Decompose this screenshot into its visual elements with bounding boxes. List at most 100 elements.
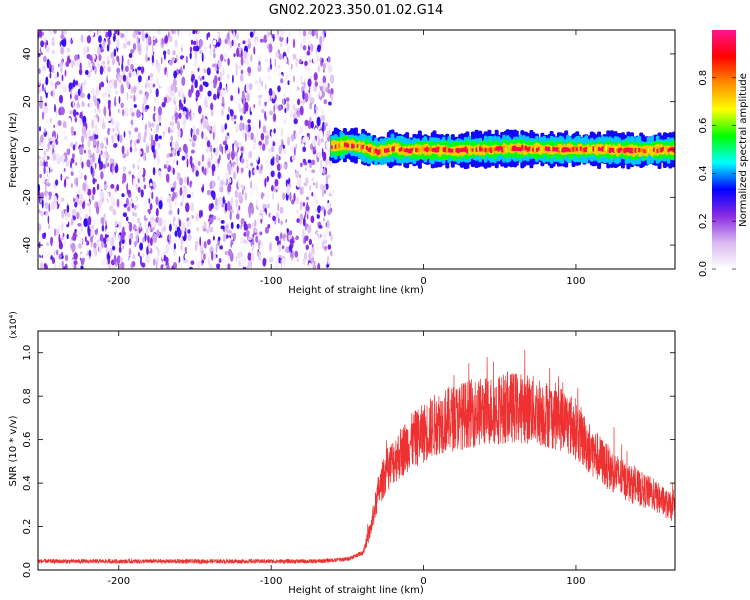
noise-cell	[277, 171, 281, 179]
noise-cell	[186, 234, 189, 243]
signal-cell	[449, 148, 453, 153]
noise-cell	[304, 235, 309, 242]
noise-cell	[61, 39, 63, 46]
noise-cell	[53, 195, 58, 205]
noise-cell	[219, 71, 223, 82]
noise-cell	[298, 58, 302, 64]
noise-cell	[131, 202, 134, 209]
colorbar: 0.00.20.40.60.8 Normalized spectral ampl…	[698, 30, 749, 277]
noise-cell	[301, 75, 305, 83]
noise-cell	[53, 249, 56, 256]
noise-cell	[116, 67, 121, 74]
noise-cell	[61, 74, 64, 82]
noise-cell	[117, 75, 123, 84]
noise-cell	[140, 66, 145, 75]
noise-cell	[113, 233, 116, 242]
noise-cell	[122, 154, 125, 159]
signal-cell	[588, 147, 592, 152]
noise-cell	[264, 177, 267, 188]
noise-cell	[66, 178, 69, 185]
noise-cell	[79, 118, 82, 125]
signal-cell	[338, 143, 341, 149]
noise-cell	[321, 115, 326, 122]
colorbar-tick-label: 0.0	[698, 261, 709, 277]
noise-cell	[54, 228, 56, 237]
noise-cell	[234, 189, 238, 198]
noise-cell	[299, 94, 302, 102]
signal-cell	[650, 147, 654, 152]
noise-cell	[316, 45, 321, 53]
noise-cell	[86, 130, 91, 138]
noise-cell	[329, 74, 335, 84]
noise-cell	[268, 88, 273, 97]
noise-cell	[127, 144, 130, 151]
noise-cell	[213, 66, 216, 72]
noise-cell	[252, 122, 255, 132]
noise-cell	[179, 177, 183, 186]
noise-cell	[43, 154, 48, 162]
noise-cell	[102, 147, 107, 153]
noise-cell	[136, 139, 140, 144]
noise-cell	[128, 53, 133, 59]
noise-cell	[63, 30, 67, 35]
noise-cell	[196, 40, 199, 46]
noise-cell	[302, 30, 307, 37]
noise-cell	[109, 164, 113, 173]
noise-cell	[128, 69, 132, 74]
noise-cell	[230, 95, 234, 102]
noise-cell	[195, 170, 199, 177]
noise-cell	[187, 220, 192, 227]
noise-cell	[85, 195, 90, 204]
y-tick-label: 0.0	[22, 562, 33, 578]
noise-cell	[314, 234, 318, 242]
noise-cell	[240, 69, 244, 75]
noise-cell	[85, 109, 88, 116]
noise-cell	[101, 260, 105, 267]
noise-cell	[159, 79, 162, 88]
noise-cell	[182, 138, 186, 144]
noise-cell	[300, 42, 303, 49]
noise-cell	[59, 41, 62, 47]
noise-cell	[295, 209, 300, 215]
noise-cell	[293, 75, 295, 83]
noise-cell	[38, 191, 41, 196]
noise-cell	[147, 75, 150, 81]
noise-cell	[286, 102, 290, 112]
noise-cell	[259, 38, 264, 43]
noise-cell	[46, 193, 49, 203]
noise-cell	[233, 53, 236, 57]
signal-cell	[522, 146, 526, 152]
noise-cell	[210, 203, 214, 209]
noise-cell	[62, 232, 65, 238]
noise-cell	[293, 146, 296, 156]
noise-cell	[89, 100, 94, 108]
noise-cell	[178, 219, 182, 227]
noise-cell	[108, 263, 112, 269]
noise-cell	[48, 191, 52, 197]
noise-cell	[199, 91, 202, 100]
noise-cell	[239, 96, 241, 105]
noise-cell	[83, 149, 87, 154]
noise-cell	[157, 220, 161, 226]
noise-cell	[125, 197, 129, 206]
noise-cell	[278, 144, 282, 155]
noise-cell	[235, 156, 238, 165]
noise-cell	[323, 47, 328, 55]
noise-cell	[240, 163, 245, 168]
noise-cell	[228, 106, 231, 114]
noise-cell	[73, 189, 77, 199]
noise-cell	[250, 132, 254, 141]
noise-cell	[246, 92, 250, 103]
noise-cell	[111, 164, 114, 174]
noise-cell	[204, 46, 207, 51]
noise-cell	[126, 182, 129, 192]
noise-cell	[264, 226, 269, 234]
noise-cell	[281, 127, 284, 138]
noise-cell	[137, 42, 142, 52]
signal-cell	[625, 147, 628, 153]
noise-cell	[275, 185, 280, 190]
noise-cell	[124, 65, 129, 73]
noise-cell	[152, 167, 156, 176]
noise-cell	[69, 110, 74, 115]
noise-cell	[147, 235, 150, 244]
